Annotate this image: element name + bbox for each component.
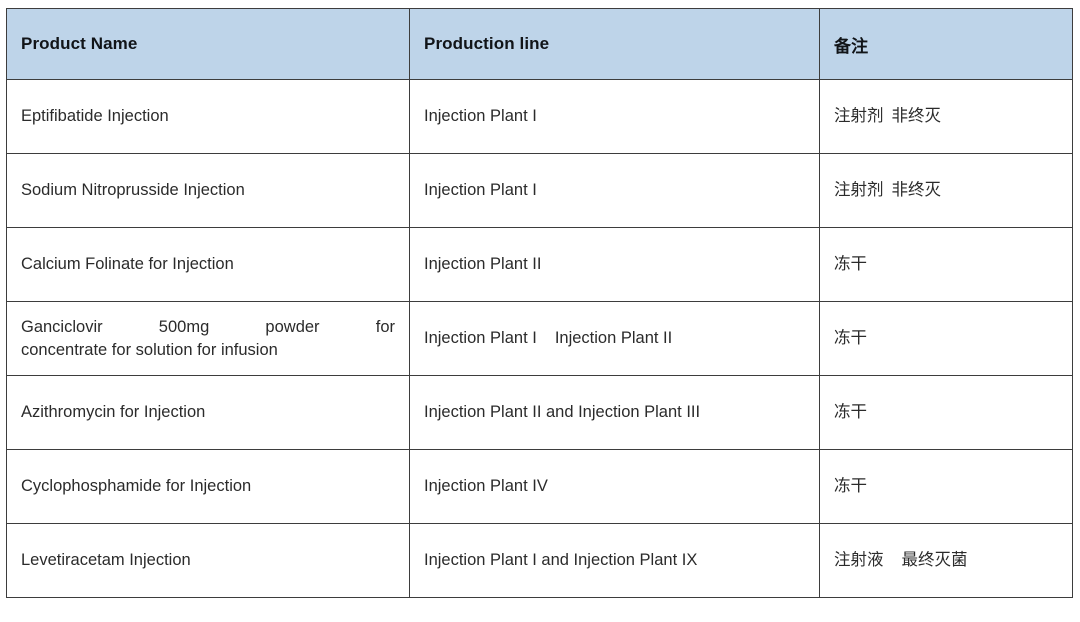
cell-remarks: 冻干 <box>819 227 1073 302</box>
remarks-text-secondary: 非终灭 <box>891 106 942 126</box>
cell-remarks: 冻干 <box>819 375 1073 450</box>
cell-remarks: 注射液 最终灭菌 <box>819 523 1073 598</box>
remarks-text-primary: 注射剂 <box>834 180 884 200</box>
cell-production-line: Injection Plant I <box>409 79 820 154</box>
cell-product-name: Azithromycin for Injection <box>6 375 410 450</box>
table-row: Levetiracetam Injection Injection Plant … <box>6 523 1073 598</box>
table-row: Sodium Nitroprusside Injection Injection… <box>6 153 1073 228</box>
cell-remarks: 注射剂 非终灭 <box>819 79 1073 154</box>
production-line-text-primary: Injection Plant I <box>424 329 537 348</box>
product-production-line-table: Product Name Production line 备注 Eptifiba… <box>6 8 1073 598</box>
remarks-text-primary: 冻干 <box>834 254 867 274</box>
column-header-remarks: 备注 <box>819 8 1073 80</box>
table-row: Eptifibatide Injection Injection Plant I… <box>6 79 1073 154</box>
cell-product-name: Eptifibatide Injection <box>6 79 410 154</box>
column-header-product-name: Product Name <box>6 8 410 80</box>
table-row: Cyclophosphamide for Injection Injection… <box>6 449 1073 524</box>
remarks-text-primary: 注射剂 <box>834 106 884 126</box>
cell-production-line: Injection Plant II <box>409 227 820 302</box>
remarks-text-primary: 冻干 <box>834 476 867 496</box>
cell-production-line: Injection Plant I and Injection Plant IX <box>409 523 820 598</box>
table-row: Calcium Folinate for Injection Injection… <box>6 227 1073 302</box>
cell-production-line: Injection Plant I Injection Plant II <box>409 301 820 376</box>
table-row: Azithromycin for Injection Injection Pla… <box>6 375 1073 450</box>
cell-production-line: Injection Plant IV <box>409 449 820 524</box>
product-name-line-2: concentrate for solution for infusion <box>21 340 278 359</box>
cell-product-name: Calcium Folinate for Injection <box>6 227 410 302</box>
cell-remarks: 冻干 <box>819 301 1073 376</box>
cell-product-name: Cyclophosphamide for Injection <box>6 449 410 524</box>
cell-remarks: 注射剂 非终灭 <box>819 153 1073 228</box>
cell-remarks: 冻干 <box>819 449 1073 524</box>
table-body: Eptifibatide Injection Injection Plant I… <box>6 79 1073 598</box>
cell-production-line: Injection Plant II and Injection Plant I… <box>409 375 820 450</box>
cell-product-name: Levetiracetam Injection <box>6 523 410 598</box>
cell-product-name: Ganciclovir 500mg powder for concentrate… <box>6 301 410 376</box>
remarks-text-secondary: 最终灭菌 <box>901 550 968 570</box>
cell-production-line: Injection Plant I <box>409 153 820 228</box>
production-line-text-secondary: Injection Plant II <box>554 329 673 348</box>
remarks-text-secondary: 非终灭 <box>891 180 942 200</box>
remarks-text-primary: 冻干 <box>834 328 867 348</box>
column-header-production-line: Production line <box>409 8 820 80</box>
cell-product-name: Sodium Nitroprusside Injection <box>6 153 410 228</box>
table-row: Ganciclovir 500mg powder for concentrate… <box>6 301 1073 376</box>
remarks-text-primary: 冻干 <box>834 402 867 422</box>
table-header: Product Name Production line 备注 <box>6 8 1073 80</box>
remarks-text-primary: 注射液 <box>834 550 884 570</box>
product-name-line-1: Ganciclovir 500mg powder for <box>21 318 395 337</box>
table-header-row: Product Name Production line 备注 <box>6 8 1073 80</box>
